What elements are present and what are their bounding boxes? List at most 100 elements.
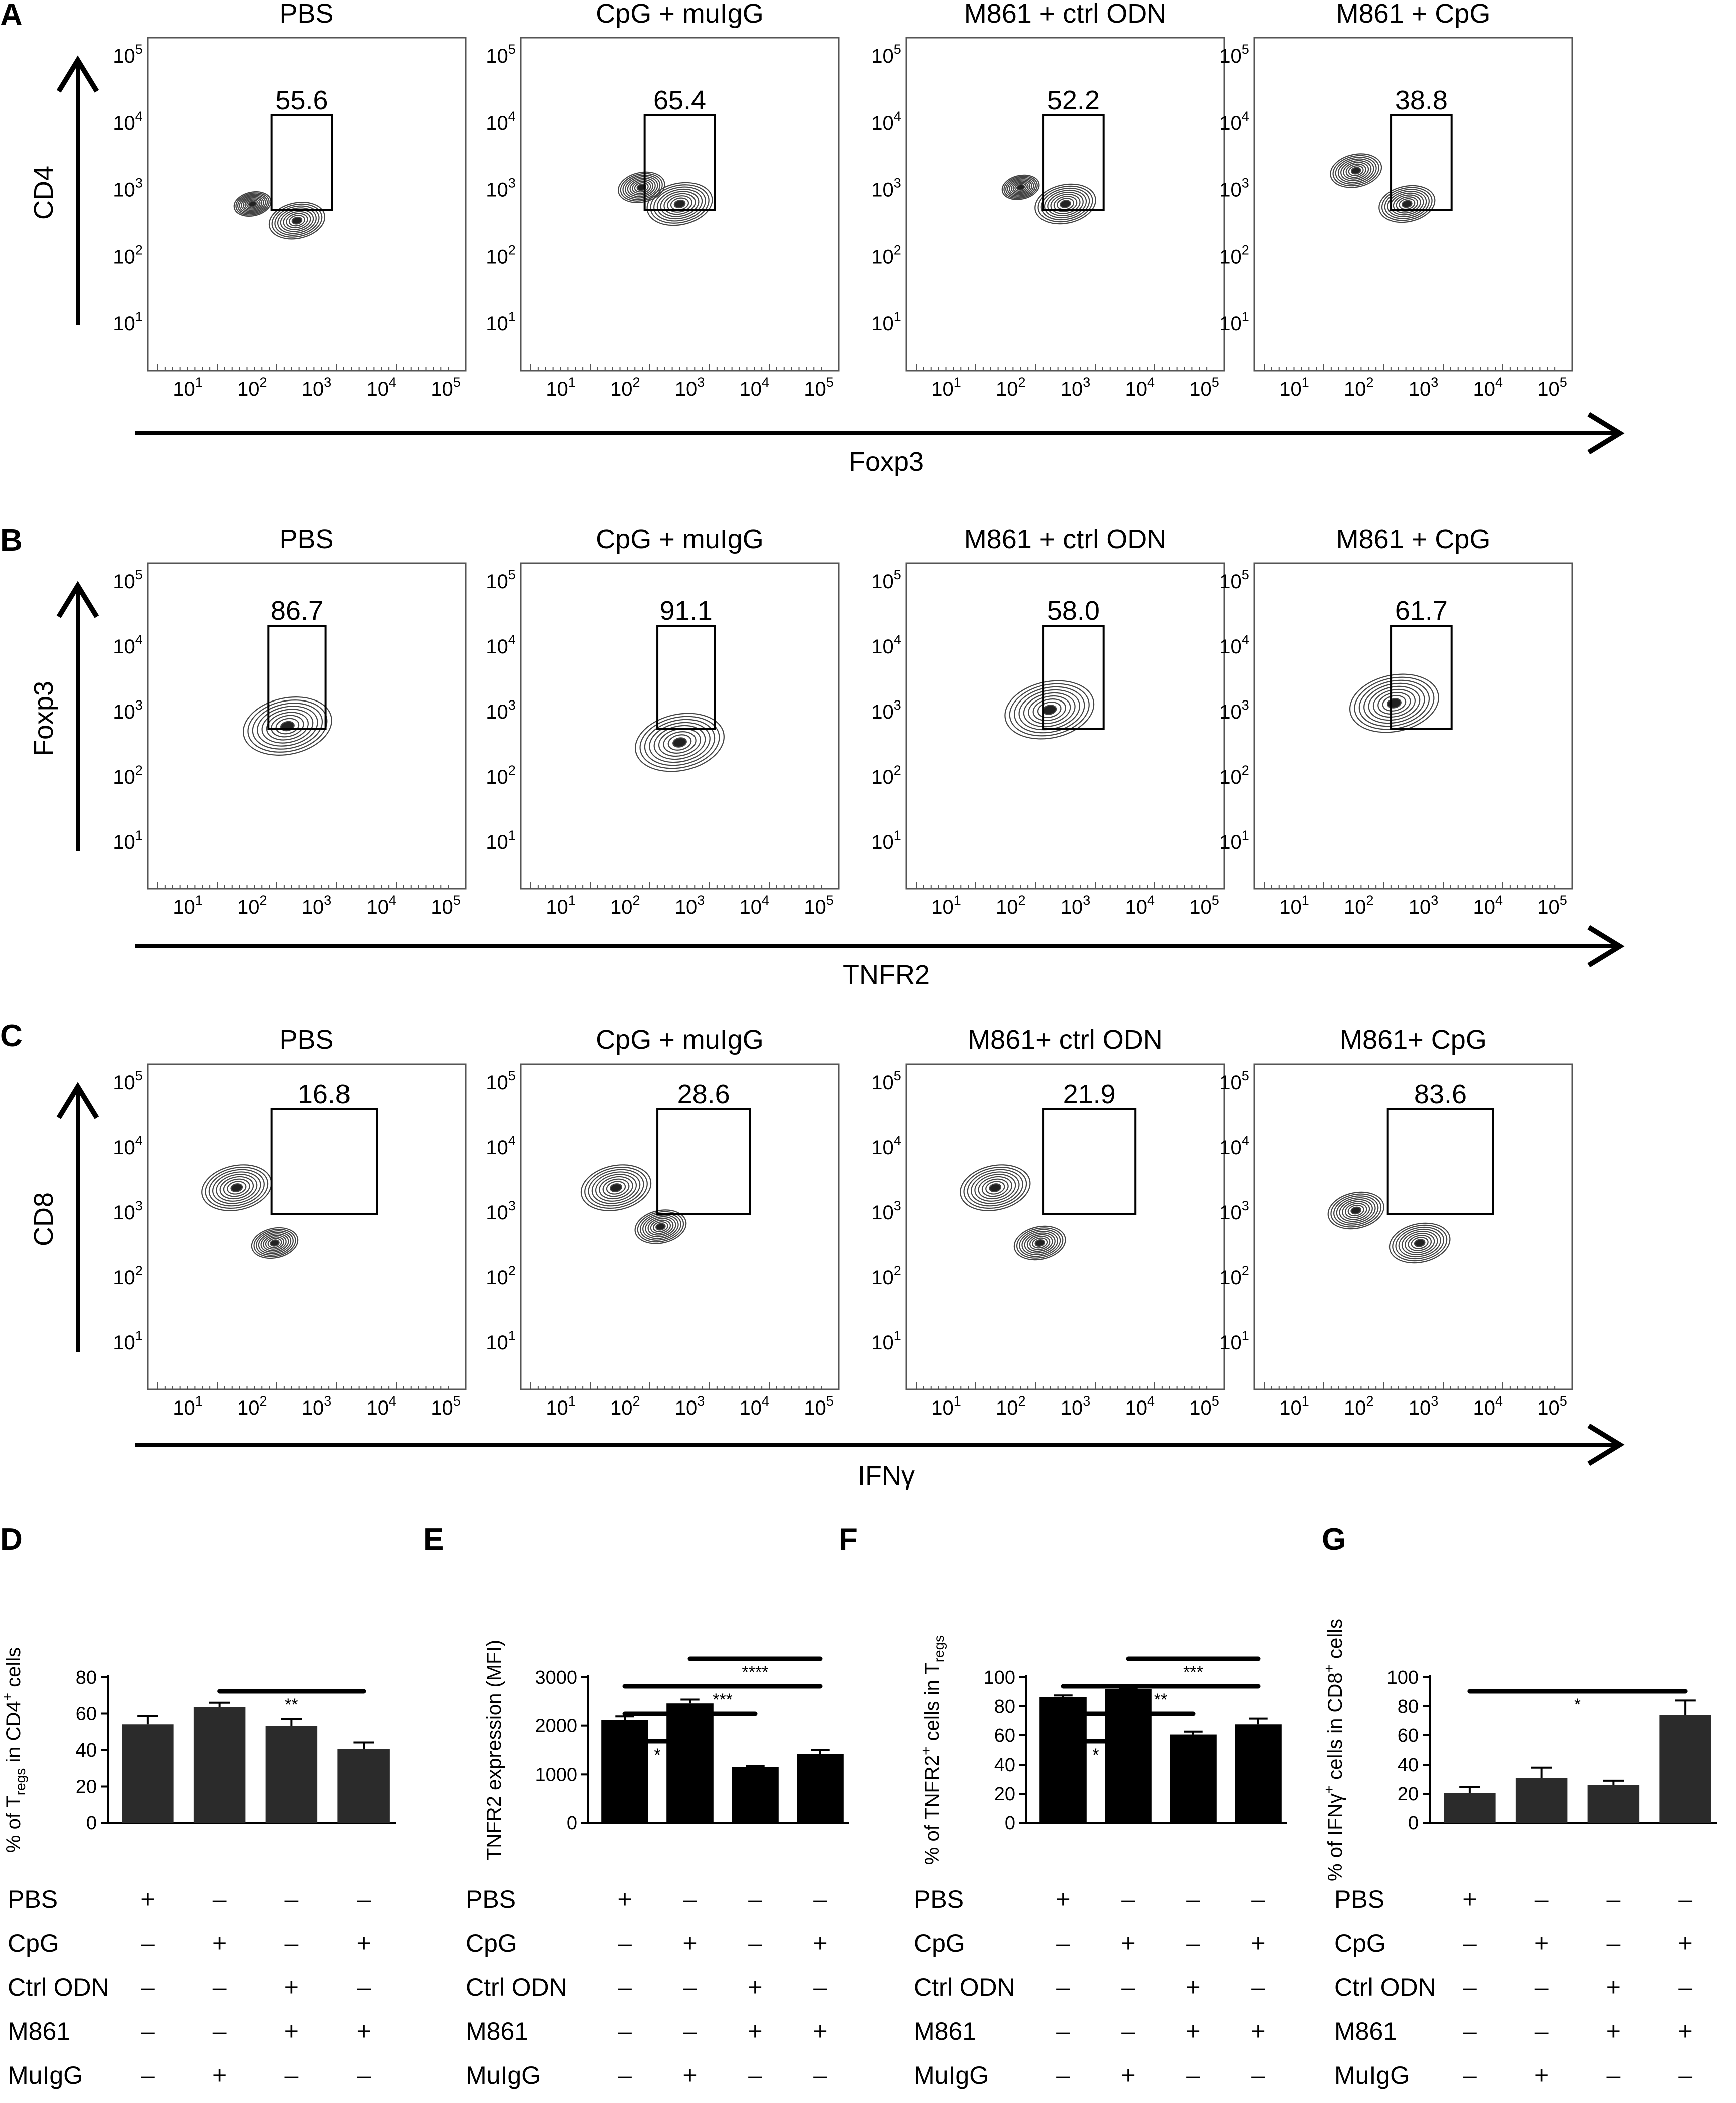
y-tick-label: 105	[1219, 567, 1249, 593]
contour-line	[1021, 1231, 1059, 1255]
treatment-table-G: PBS + – – –CpG – + – +Ctrl ODN – – + –M861– – + +MuIgG –…	[1334, 1885, 1693, 2089]
y-tick-label: 104	[486, 632, 516, 658]
contour-line	[242, 696, 332, 756]
y-tick-label: 105	[871, 42, 901, 67]
treatment-row-label: PBS	[466, 1885, 516, 1913]
x-tick-label: 103	[302, 375, 332, 400]
treatment-symbol: +	[1251, 1929, 1265, 1957]
treatment-row-label: M861	[914, 2017, 976, 2045]
y-tick-label: 104	[1219, 1133, 1249, 1159]
gate-box	[270, 1108, 378, 1215]
contour-line	[283, 211, 311, 230]
x-axis-title: Foxp3	[849, 447, 924, 477]
y-tick-label: 102	[486, 242, 516, 268]
y-tick-label: 105	[486, 1068, 516, 1094]
y-tick-label: 80	[1398, 1696, 1419, 1717]
contour-line	[650, 1219, 671, 1234]
contour-line	[1349, 673, 1439, 733]
x-tick-label: 101	[931, 1393, 961, 1419]
treatment-symbol: –	[1056, 1973, 1070, 2001]
contour-line	[288, 215, 305, 227]
y-tick-label: 40	[1398, 1755, 1419, 1776]
gate-percentage: 91.1	[660, 596, 713, 626]
contour-line	[208, 1169, 265, 1207]
treatment-row-label: MuIgG	[1334, 2061, 1410, 2089]
contour-line	[244, 198, 261, 210]
treatment-row-label: CpG	[8, 1929, 59, 1957]
contour-line	[1342, 1201, 1370, 1220]
contour-line	[1037, 185, 1093, 223]
x-tick-label: 103	[302, 1393, 332, 1419]
contour-line	[1395, 1226, 1445, 1260]
y-tick-label: 103	[113, 176, 143, 201]
contour-line	[1398, 1228, 1441, 1258]
contour-line	[1044, 189, 1087, 219]
y-tick-label: 102	[486, 763, 516, 788]
gate-percentage: 83.6	[1414, 1079, 1467, 1109]
x-tick-label: 105	[804, 893, 834, 918]
contour-line	[1014, 183, 1027, 192]
treatment-symbol: –	[1186, 2061, 1200, 2089]
x-tick-label: 105	[1537, 375, 1567, 400]
contour-line	[1010, 180, 1031, 194]
flow-panel: CpG + muIgG 101 102 103 104 105 101 102 103 104 10…	[486, 0, 840, 400]
contour-line	[1019, 1229, 1061, 1257]
x-tick-label: 102	[237, 1393, 267, 1419]
treatment-symbol: +	[1251, 2017, 1265, 2045]
contour-line	[1060, 200, 1071, 208]
contour-line	[1032, 1237, 1048, 1249]
bar	[1039, 1697, 1087, 1823]
x-tick-label: 105	[1537, 1393, 1567, 1419]
y-tick-label: 1000	[535, 1764, 577, 1785]
treatment-symbol: +	[357, 1929, 371, 1957]
contour-line	[1399, 198, 1416, 210]
contour-line	[274, 205, 320, 236]
x-tick-label: 102	[1344, 375, 1374, 400]
gate-percentage: 61.7	[1395, 596, 1448, 626]
contour-line	[632, 180, 651, 194]
contour-line	[639, 716, 720, 769]
treatment-symbol: –	[141, 1973, 155, 2001]
x-tick-label: 104	[739, 375, 769, 400]
contour-line	[602, 1178, 630, 1197]
gate-box	[270, 114, 333, 211]
contour-line	[270, 1239, 280, 1247]
contour-line	[1347, 1204, 1364, 1217]
contour-line	[645, 1216, 676, 1238]
treatment-row-label: MuIgG	[914, 2061, 989, 2089]
treatment-symbol: –	[683, 2017, 697, 2045]
contour-line	[967, 1169, 1023, 1207]
flow-panel: CpG + muIgG 101 102 103 104 105 101 102 103 104 10…	[486, 524, 840, 918]
flow-panel: M861 + ctrl ODN 101 102 103 104 105 101 102 103 1…	[871, 0, 1225, 400]
x-tick-label: 101	[931, 893, 961, 918]
y-tick-label: 20	[994, 1784, 1015, 1805]
panel-label-E: E	[423, 1522, 444, 1557]
bar-chart-D: D 0 20 40 60 80 % of Tregs in CD4+ cells **	[0, 1522, 396, 1853]
contour-line	[261, 709, 314, 744]
x-tick-label: 104	[1125, 893, 1155, 918]
plot-frame	[520, 1063, 840, 1390]
contour-line	[636, 184, 647, 191]
flow-panel: PBS 101 102 103 104 105 101 102 103 104 105 16.8	[113, 1025, 467, 1419]
contour-line	[580, 1164, 652, 1211]
y-tick-label: 102	[871, 242, 901, 268]
treatment-symbol: +	[1606, 2017, 1621, 2045]
contour-line	[1037, 702, 1062, 718]
bar	[265, 1726, 318, 1823]
x-tick-label: 103	[1409, 375, 1439, 400]
y-tick-label: 103	[1219, 697, 1249, 723]
treatment-symbol: –	[1678, 1973, 1692, 2001]
y-tick-label: 101	[1219, 309, 1249, 335]
contour-line	[239, 195, 266, 213]
treatment-row-label: Ctrl ODN	[8, 1973, 109, 2001]
contour-line	[584, 1166, 648, 1209]
flow-row-A: A CD4 Foxp3 PBS 101 102 103 104 105 101 102 103 104 1…	[0, 0, 1625, 477]
x-tick-label: 105	[431, 1393, 461, 1419]
x-tick-label: 101	[546, 893, 576, 918]
treatment-row-label: M861	[1334, 2017, 1397, 2045]
treatment-row-label: Ctrl ODN	[1334, 1973, 1436, 2001]
treatment-symbol: –	[1535, 1973, 1549, 2001]
y-tick-label: 105	[486, 567, 516, 593]
contour-line	[267, 1238, 282, 1248]
